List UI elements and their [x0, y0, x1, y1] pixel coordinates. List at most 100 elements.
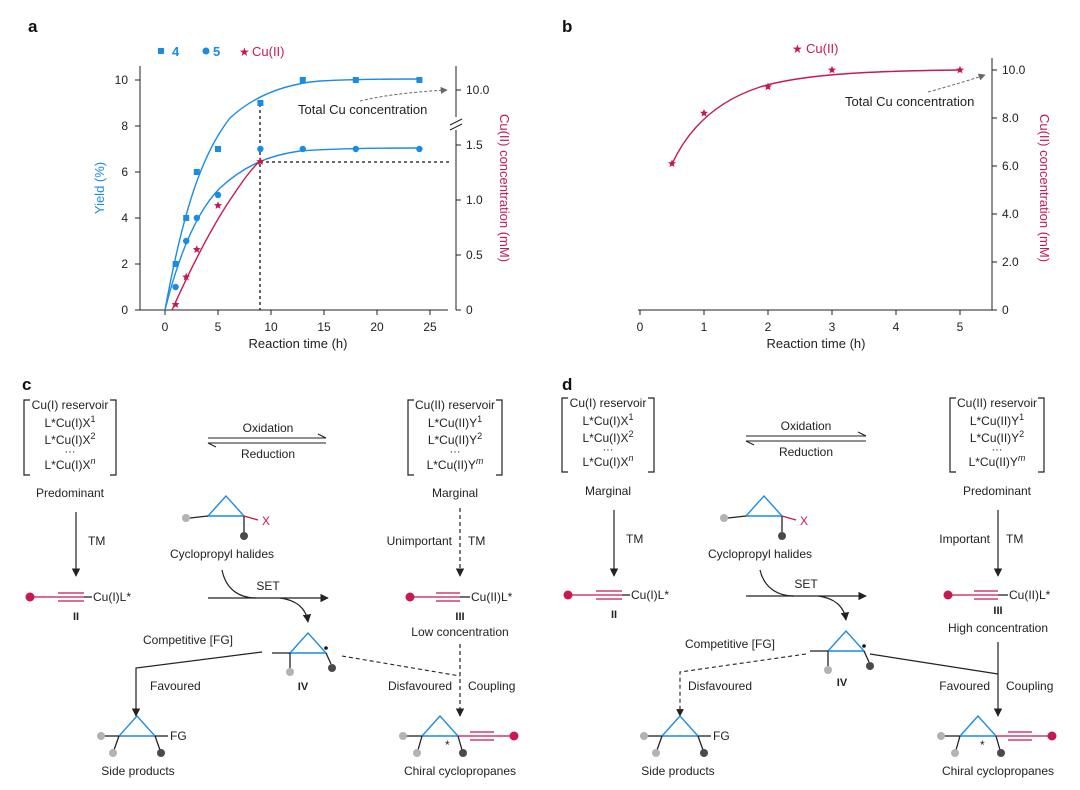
y-tick-b-2: 4.0: [1002, 207, 1019, 221]
y2-tick-a-4: 10.0: [466, 83, 490, 97]
cu2-species-2-sup: 2: [477, 431, 482, 441]
disfavoured-path-line-c: [341, 655, 461, 677]
y-tick-labels-b: 0 2.0 4.0 6.0 8.0 10.0: [1002, 63, 1026, 317]
panel-label-b: b: [562, 17, 572, 36]
set-curve-out-c: [279, 597, 312, 623]
cu1-species-2-text: L*Cu(I)X: [44, 433, 90, 447]
cu1-species-1: L*Cu(I)X1: [44, 414, 95, 430]
panel-c: c Cu(I) reservoir L*Cu(I)X1 L*Cu(I)X2 ··…: [22, 375, 519, 778]
x-tick-a-5: 25: [423, 320, 437, 334]
x-axis-label-b: Reaction time (h): [767, 336, 866, 351]
cu1-reservoir-box-d: [561, 397, 655, 473]
data-point-4: [183, 215, 190, 221]
y2-tick-a-3: 1.5: [466, 138, 483, 152]
cu1-species-n: L*Cu(I)Xn: [44, 456, 95, 472]
annotation-arrow-a: [359, 86, 448, 102]
annotation-total-cu-a: Total Cu concentration: [298, 102, 427, 117]
panel-d: d Cu(I) reservoir L*Cu(I)X1 L*Cu(I)X2 ··…: [561, 375, 1057, 778]
data-point-4: [299, 77, 306, 83]
cu2-species-m: L*Cu(II)Ym: [427, 456, 484, 472]
cu1-reservoir-box: [23, 399, 117, 476]
dark-substituent-icon: [997, 749, 1005, 757]
dark-substituent-icon: [459, 749, 467, 757]
cu1-species-1-d: L*Cu(I)X1: [582, 412, 633, 428]
cu1-species-label-d: Cu(I)L*: [631, 588, 669, 602]
red-substituent-icon: [943, 590, 953, 600]
y-tick-b-4: 8.0: [1002, 111, 1019, 125]
data-point-5: [416, 145, 423, 153]
chiral-label-c: Chiral cyclopropanes: [404, 764, 516, 778]
legend-cu2-b-label: Cu(II): [806, 41, 839, 56]
cu2-dots-d: ···: [992, 444, 1003, 456]
y-tick-a-4: 8: [121, 119, 128, 133]
cu1-species-n-d-sup: n: [629, 453, 634, 463]
cu2-species-2-text: L*Cu(II)Y: [428, 433, 477, 447]
set-label-d: SET: [794, 577, 818, 591]
tm-label-left-d: TM: [626, 532, 643, 546]
y-tick-labels-left-a: 0 2 4 6 8 10: [115, 73, 129, 317]
cu2-status: Marginal: [432, 486, 478, 500]
data-point-cu2-a: [171, 300, 180, 308]
cu1-status: Predominant: [36, 486, 105, 500]
cu1-alkyne-species-d: [563, 590, 630, 600]
cu2-species-2: L*Cu(II)Y2: [428, 431, 482, 447]
cu1-species-n-sup: n: [91, 456, 96, 466]
data-point-cu2-b: [956, 65, 964, 74]
tm-note-right-c: Unimportant: [387, 534, 453, 548]
gray-substituent-icon: [937, 732, 945, 740]
cu2-status-d: Predominant: [963, 484, 1032, 498]
cu2-species-label-d: Cu(II)L*: [1009, 588, 1051, 602]
cu2-species-1-d-sup: 1: [1019, 412, 1024, 422]
legend-4-square-icon: [158, 48, 164, 54]
right-path-label-c: Disfavoured: [388, 679, 452, 693]
panel-b: b ★ Cu(II) 0 1 2 3 4 5 Reaction time (h): [562, 17, 1052, 351]
y-tick-a-2: 4: [121, 211, 128, 225]
panel-label-d: d: [562, 375, 572, 394]
cu1-species-1-d-text: L*Cu(I)X: [582, 414, 628, 428]
tm-note-right-d: Important: [939, 532, 990, 546]
x-axis-label-a: Reaction time (h): [249, 336, 348, 351]
competitive-label-d: Competitive [FG]: [685, 637, 775, 651]
cu2-reservoir-box: [407, 399, 503, 476]
gray-substituent-icon: [399, 732, 407, 740]
annotation-arrow-b: [927, 73, 986, 93]
cyclopropyl-halide-structure-d: [720, 494, 797, 540]
radical-iv-structure-c: [272, 631, 336, 676]
y-tick-b-3: 6.0: [1002, 159, 1019, 173]
x-tick-b-2: 2: [765, 320, 772, 334]
gray-substituent-icon: [413, 749, 421, 757]
data-point-4: [193, 169, 200, 175]
data-point-5: [193, 214, 200, 222]
cyclopropane-ring-icon: [826, 629, 866, 652]
cu2-species-2-d-sup: 2: [1019, 429, 1024, 439]
x-tick-b-4: 4: [893, 320, 900, 334]
coupling-label-d: Coupling: [1006, 679, 1053, 693]
halides-label-c: Cyclopropyl halides: [170, 547, 274, 561]
dark-substituent-icon: [866, 662, 874, 670]
legend-cu2-b-star-icon: ★: [792, 42, 803, 56]
data-point-5: [299, 145, 306, 153]
equilibrium-forward-arrow-d-icon: [746, 431, 867, 437]
set-curve-out-d: [817, 595, 850, 621]
gray-substituent-icon: [951, 749, 959, 757]
cu2-alkyne-species-c: [405, 592, 470, 602]
y-tick-b-1: 2.0: [1002, 255, 1019, 269]
y2-tick-a-0: 0: [466, 303, 473, 317]
equilibrium-reverse-arrow-d-icon: [745, 440, 866, 446]
x-tick-labels-b: 0 1 2 3 4 5: [637, 320, 964, 334]
compound-ii-label-c: II: [73, 611, 79, 623]
y-tick-a-0: 0: [121, 303, 128, 317]
cyclopropane-ring-icon: [206, 494, 246, 517]
coupling-label-c: Coupling: [468, 679, 515, 693]
reduction-label-d: Reduction: [779, 445, 833, 459]
red-substituent-icon: [563, 590, 573, 600]
y-tick-labels-right-a: 0 0.5 1.0 1.5 10.0: [466, 83, 490, 317]
gray-substituent-icon: [97, 732, 105, 740]
data-point-4: [352, 77, 359, 83]
gray-substituent-icon: [182, 514, 190, 522]
data-point-cu2-b: [668, 159, 676, 167]
oxidation-label: Oxidation: [243, 421, 294, 435]
tm-label-right-d: TM: [1006, 532, 1023, 546]
gray-substituent-icon: [824, 666, 832, 674]
set-curve-in-d: [759, 569, 795, 597]
